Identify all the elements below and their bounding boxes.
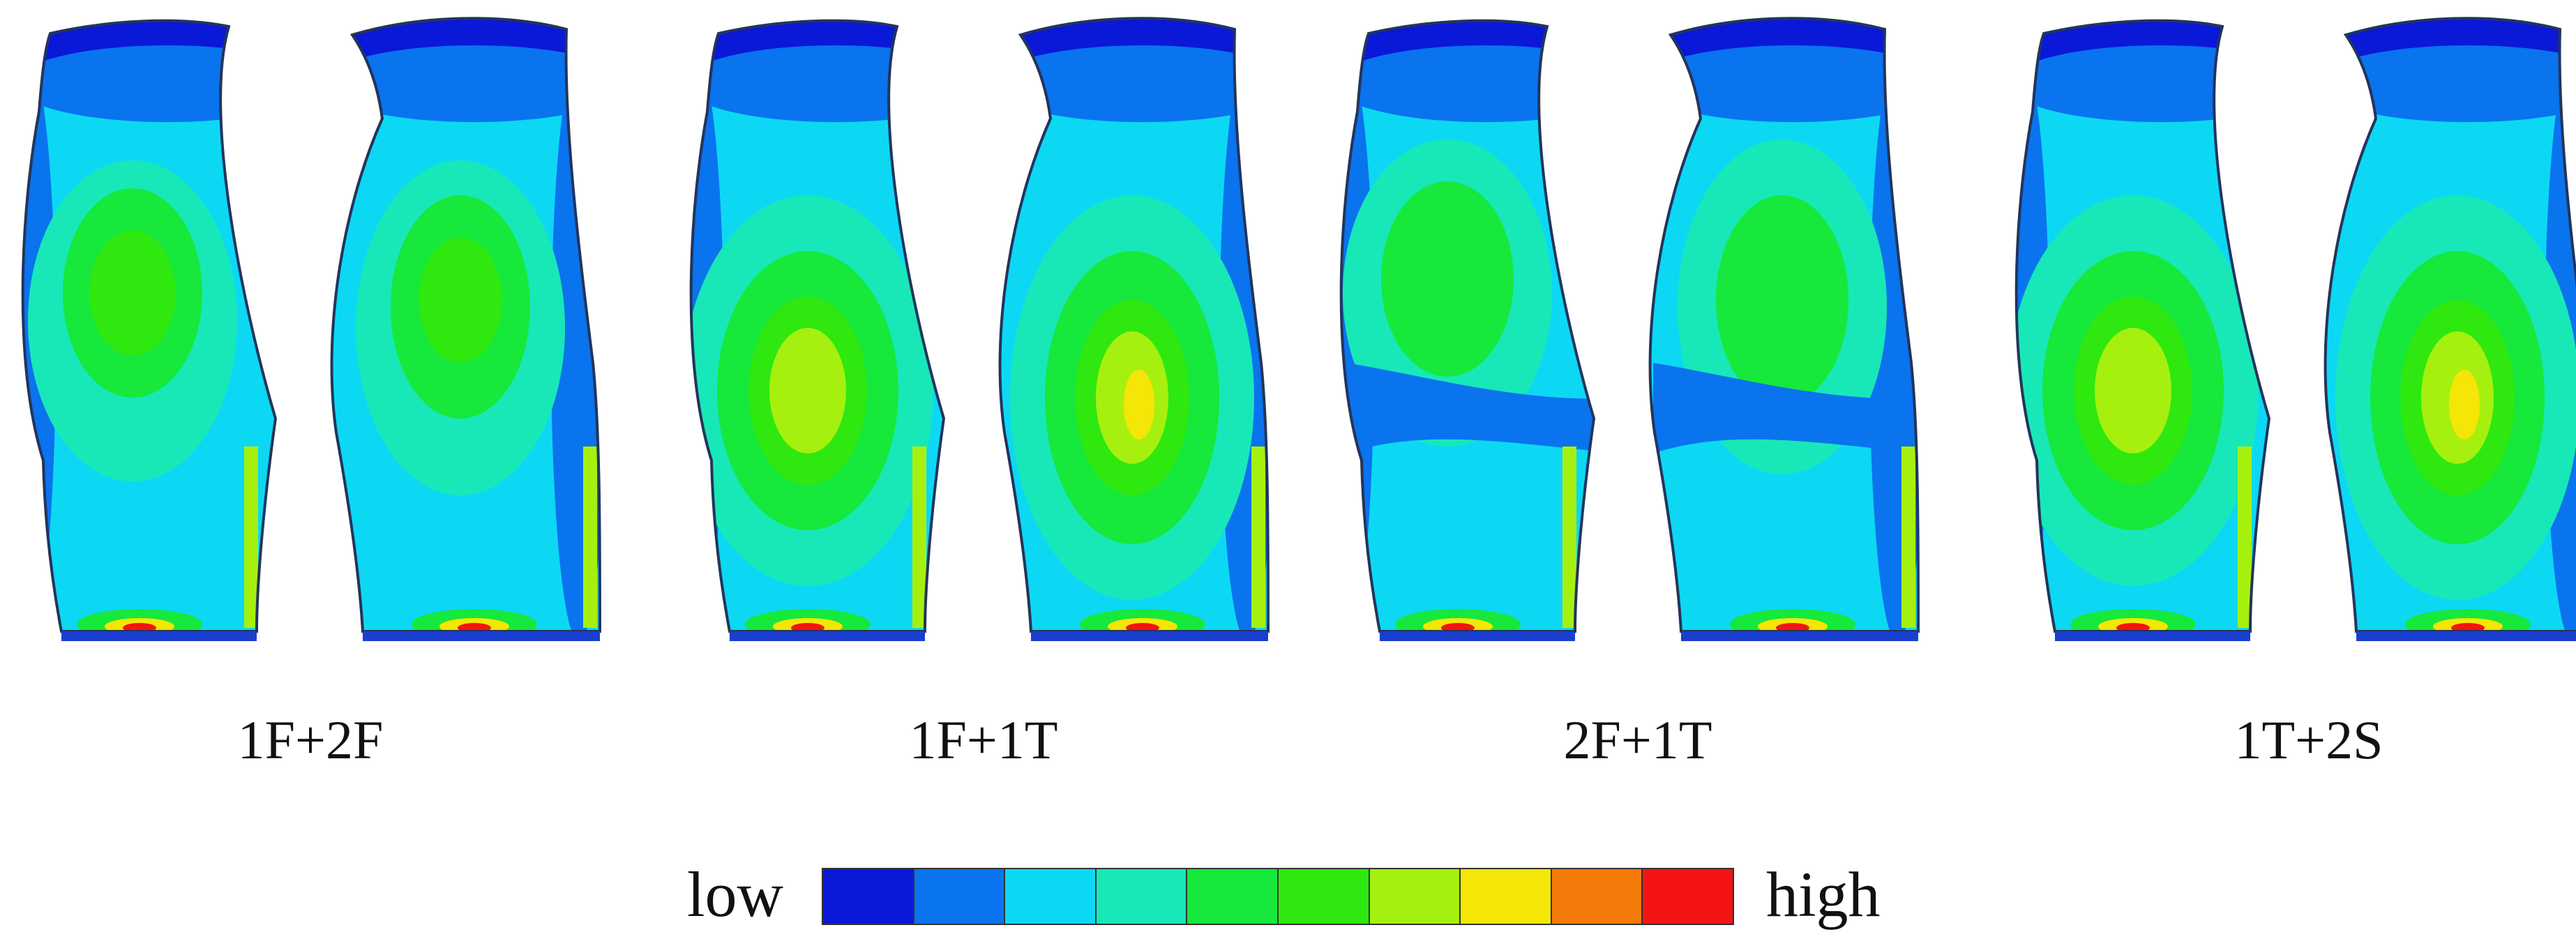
color-scale-cell <box>1187 869 1279 924</box>
color-scale-cell <box>914 869 1006 924</box>
color-scale-cell <box>1369 869 1461 924</box>
color-scale-cell <box>1643 869 1733 924</box>
blade-root-plate <box>61 631 257 641</box>
blade-root-plate <box>1380 631 1575 641</box>
color-scale-cell <box>1461 869 1552 924</box>
mode-label: 1F+1T <box>909 709 1058 770</box>
color-scale-cell <box>1096 869 1188 924</box>
blade-contour-figure <box>21 17 2576 641</box>
color-scale-cell <box>1551 869 1643 924</box>
blade-root-plate <box>1031 631 1268 641</box>
blade-root-plate <box>363 631 600 641</box>
blade-root-plate <box>1681 631 1918 641</box>
blade-root-plate <box>2055 631 2250 641</box>
color-scale-cell <box>1005 869 1097 924</box>
blade-root-plate <box>2356 631 2576 641</box>
legend-high-label: high <box>1766 859 1881 930</box>
mode-label: 2F+1T <box>1563 709 1712 770</box>
color-scale-cell <box>1278 869 1370 924</box>
mode-label: 1T+2S <box>2234 709 2383 770</box>
color-scale-cell <box>823 869 914 924</box>
legend-low-label: low <box>687 859 783 930</box>
mode-label: 1F+2F <box>237 709 384 770</box>
blade-contour <box>1000 18 1268 631</box>
blade-root-plate <box>730 631 925 641</box>
color-scale-bar <box>822 868 1734 925</box>
